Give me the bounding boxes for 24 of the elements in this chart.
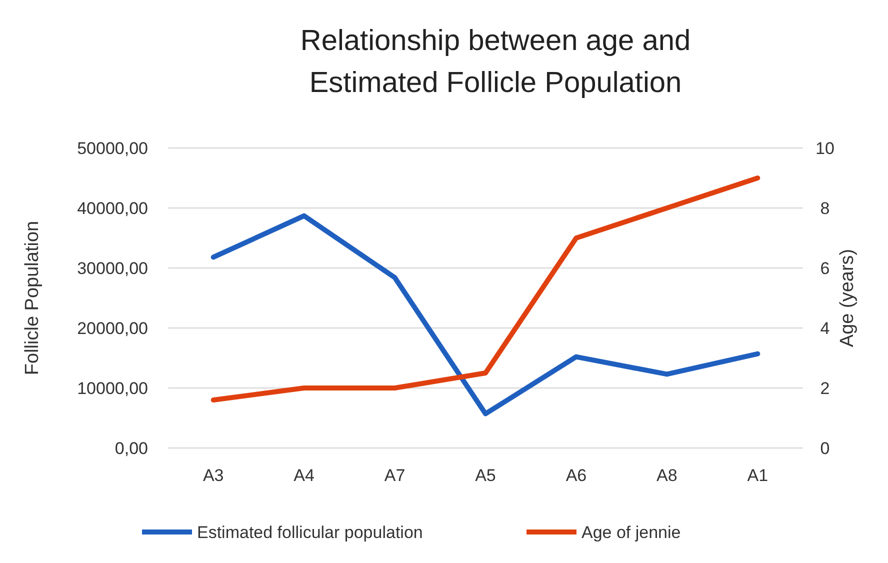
y2-tick-label: 6 (820, 259, 830, 278)
y-tick-label: 50000,00 (77, 139, 148, 158)
y-axis-title: Follicle Population (22, 220, 43, 376)
y-tick-label: 10000,00 (77, 379, 148, 398)
x-tick-label: A8 (656, 466, 678, 485)
y2-axis-title: Age (years) (837, 248, 858, 348)
x-tick-label: A3 (202, 466, 224, 485)
y2-tick-label: 0 (820, 439, 830, 458)
x-tick-label: A1 (747, 466, 768, 485)
x-tick-label: A6 (566, 466, 587, 485)
y-tick-label: 0,00 (114, 439, 148, 458)
y-tick-label: 20000,00 (77, 319, 148, 338)
x-tick-label: A4 (294, 466, 314, 485)
x-tick-label: A7 (384, 466, 406, 485)
y2-tick-label: 10 (816, 139, 834, 158)
legend-label: Age of jennie (582, 523, 681, 542)
chart-title: Relationship between age and Estimated Follicle Population (300, 25, 691, 99)
y-tick-label: 30000,00 (77, 259, 148, 278)
y2-tick-label: 2 (820, 379, 830, 398)
legend-label: Estimated follicular population (197, 523, 423, 542)
y-tick-label: 40000,00 (77, 199, 148, 218)
y2-tick-label: 8 (820, 199, 830, 218)
y2-tick-label: 4 (820, 319, 830, 338)
x-tick-label: A5 (475, 466, 496, 485)
